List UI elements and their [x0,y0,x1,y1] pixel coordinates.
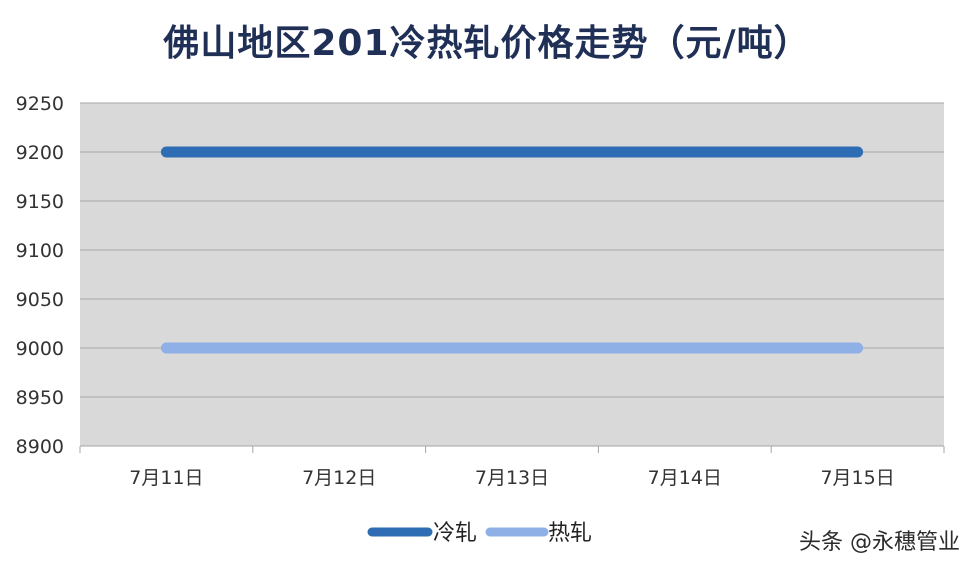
chart-title: 佛山地区201冷热轧价格走势（元/吨） [163,23,811,64]
y-tick-label: 9100 [16,240,64,262]
legend: 冷轧 热轧 [367,521,592,546]
y-tick-label: 8950 [16,387,64,409]
watermark: 头条 @永穗管业 [799,530,960,555]
data-point [336,149,342,155]
data-point [682,345,688,351]
data-point [336,345,342,351]
legend-label: 冷轧 [433,521,477,546]
data-point [682,149,688,155]
x-tick-label: 7月12日 [302,467,376,489]
data-point [509,345,515,351]
x-tick-label: 7月14日 [648,467,722,489]
plot-area [80,103,944,446]
data-point [855,345,861,351]
y-axis: 8900 8950 9000 9050 9100 9150 9200 9250 [16,93,64,458]
x-axis: 7月11日 7月12日 7月13日 7月14日 7月15日 [79,445,945,489]
y-tick-label: 9000 [16,338,64,360]
x-tick-label: 7月15日 [820,467,894,489]
y-tick-label: 9200 [16,142,64,164]
x-tick-label: 7月11日 [129,467,203,489]
y-tick-label: 9150 [16,191,64,213]
y-tick-label: 9050 [16,289,64,311]
x-tick-label: 7月13日 [475,467,549,489]
data-point [855,149,861,155]
data-point [509,149,515,155]
y-tick-label: 9250 [16,93,64,115]
series [160,146,864,354]
legend-label: 热轧 [548,521,592,546]
data-point [163,149,169,155]
data-point [163,345,169,351]
y-tick-label: 8900 [16,436,64,458]
